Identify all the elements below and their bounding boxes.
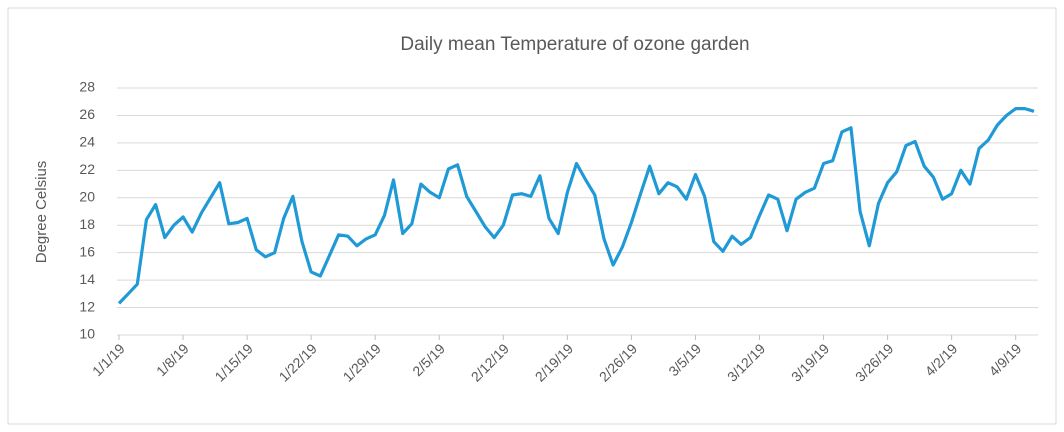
y-tick-label: 14 — [79, 271, 95, 287]
line-series — [117, 106, 1035, 305]
y-tick-label: 10 — [79, 326, 95, 342]
y-tick-label: 24 — [79, 134, 95, 150]
y-tick-label: 28 — [79, 79, 95, 95]
y-tick-label: 26 — [79, 106, 95, 122]
y-tick-label: 18 — [79, 216, 95, 232]
chart-title: Daily mean Temperature of ozone garden — [400, 34, 749, 55]
y-axis-title: Degree Celsius — [33, 161, 50, 264]
y-tick-label: 22 — [79, 161, 95, 177]
y-tick-label: 20 — [79, 188, 95, 204]
y-tick-label: 16 — [79, 243, 95, 259]
y-tick-label: 12 — [79, 298, 95, 314]
